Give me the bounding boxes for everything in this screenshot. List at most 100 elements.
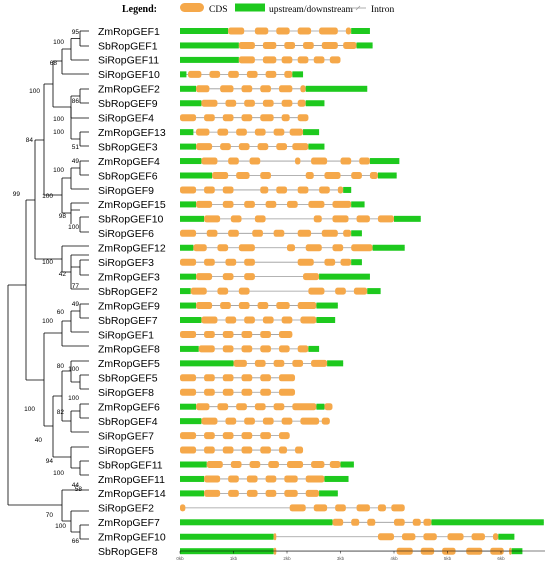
- cds-block: [321, 417, 330, 425]
- utr-block: [394, 215, 421, 222]
- cds-block: [201, 417, 218, 425]
- cds-block: [276, 143, 287, 151]
- cds-block: [212, 172, 229, 179]
- cds-block: [204, 475, 221, 483]
- gene-row: SbRopGEF7: [98, 315, 336, 327]
- cds-block: [273, 533, 277, 541]
- cds-block: [222, 374, 234, 382]
- cds-block: [335, 504, 346, 512]
- axis-tick-label: 3kb: [337, 556, 345, 561]
- gene-row: ZmRopGEF15: [98, 199, 365, 211]
- cds-block: [305, 489, 320, 497]
- gene-label: ZmRopGEF6: [98, 402, 160, 414]
- cds-block: [313, 504, 328, 512]
- cds-block: [305, 172, 314, 179]
- cds-block: [278, 446, 287, 454]
- bootstrap-value: 40: [35, 437, 43, 444]
- bootstrap-value: 49: [72, 158, 80, 165]
- cds-block: [423, 533, 437, 541]
- utr-block: [316, 302, 338, 309]
- cds-block: [260, 172, 271, 179]
- cds-block: [492, 533, 499, 541]
- cds-block: [278, 388, 296, 396]
- cds-block: [281, 316, 293, 324]
- cds-block: [324, 403, 333, 411]
- utr-block: [180, 85, 197, 92]
- cds-block: [262, 99, 274, 107]
- cds-block: [278, 85, 293, 93]
- utr-block: [180, 273, 197, 280]
- utr-block: [356, 42, 373, 49]
- utr-block: [324, 475, 349, 482]
- cds-block: [292, 359, 304, 367]
- cds-block: [332, 200, 352, 208]
- gene-label: ZmRopGEF2: [98, 84, 160, 96]
- cds-block: [278, 374, 296, 382]
- cds-block: [340, 258, 352, 266]
- cds-block: [204, 388, 215, 396]
- cds-block: [351, 172, 362, 179]
- cds-block: [297, 186, 309, 194]
- utr-block: [351, 230, 362, 237]
- cds-block: [262, 316, 274, 324]
- cds-block: [204, 186, 215, 194]
- bootstrap-value: 100: [53, 167, 64, 174]
- cds-block: [220, 302, 231, 310]
- utr-block: [351, 259, 362, 266]
- cds-block: [284, 475, 298, 483]
- cds-block: [246, 70, 258, 78]
- gene-label: ZmRopGEF12: [98, 243, 166, 255]
- utr-block: [180, 100, 202, 107]
- gene-row: ZmRopGEF8: [98, 344, 320, 356]
- cds-block: [246, 475, 258, 483]
- cds-block: [287, 461, 304, 468]
- utr-block: [327, 360, 344, 367]
- cds-block: [206, 229, 218, 237]
- bootstrap-value: 82: [57, 409, 65, 416]
- axis-tick-label: 4kb: [390, 556, 398, 561]
- utr-block: [305, 100, 325, 107]
- cds-block: [359, 157, 370, 165]
- cds-block: [295, 446, 304, 454]
- gene-label: ZmRopGEF7: [98, 517, 160, 529]
- cds-block: [297, 27, 312, 35]
- cds-block: [471, 533, 485, 541]
- cds-block: [246, 489, 258, 497]
- gene-row: SbRopGEF4: [98, 416, 330, 428]
- bootstrap-value: 66: [72, 538, 80, 545]
- gene-label: SbRopGEF8: [98, 546, 158, 558]
- cds-block: [324, 172, 341, 179]
- bootstrap-value: 44: [72, 482, 80, 489]
- legend-title: Legend:: [122, 4, 157, 15]
- gene-row: SiRopGEF2: [98, 503, 405, 515]
- gene-row: SiRopGEF11: [98, 55, 341, 67]
- cds-block: [249, 461, 261, 468]
- cds-block: [297, 114, 309, 122]
- gene-label: ZmRopGEF9: [98, 300, 160, 312]
- bootstrap-value: 100: [42, 193, 53, 200]
- bootstrap-value: 100: [53, 116, 64, 123]
- cds-block: [278, 345, 290, 353]
- cds-block: [196, 403, 210, 411]
- cds-block: [284, 489, 298, 497]
- utr-block: [351, 28, 370, 34]
- cds-block: [394, 518, 405, 526]
- cds-block: [402, 533, 416, 541]
- bootstrap-value: 100: [55, 523, 66, 530]
- bootstrap-value: 100: [68, 395, 79, 402]
- cds-block: [238, 143, 250, 151]
- cds-block: [324, 258, 336, 266]
- cds-block: [321, 41, 338, 49]
- cds-block: [281, 114, 290, 122]
- bootstrap-value: 100: [68, 366, 79, 373]
- cds-block: [193, 244, 207, 252]
- gene-label: SbRopGEF11: [98, 459, 163, 471]
- cds-block: [236, 172, 250, 179]
- utr-block: [308, 345, 320, 352]
- utr-block: [180, 244, 194, 251]
- cds-block: [244, 200, 255, 208]
- cds-block: [300, 316, 317, 324]
- gene-label: ZmRopGEF8: [98, 344, 160, 356]
- bootstrap-value: 100: [24, 406, 35, 413]
